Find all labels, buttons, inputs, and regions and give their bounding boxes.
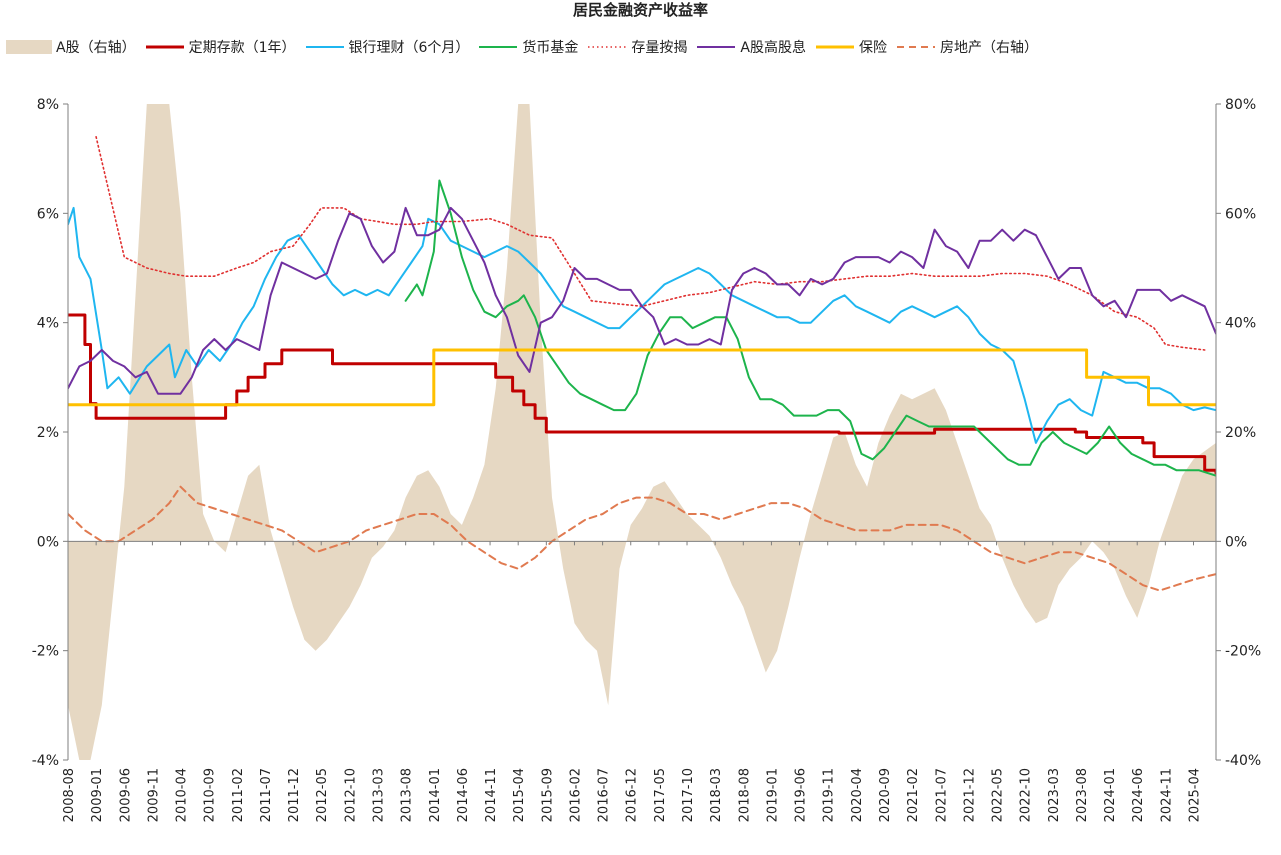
right-axis-tick-label: 0% xyxy=(1225,534,1247,550)
x-axis-tick-label: 2022-05 xyxy=(991,768,1006,822)
legend-label: 银行理财（6个月） xyxy=(348,40,470,56)
left-axis-tick-label: 6% xyxy=(37,206,59,222)
legend-label: 存量按揭 xyxy=(631,40,688,56)
x-axis-tick-label: 2015-04 xyxy=(512,768,527,822)
x-axis-tick-label: 2017-05 xyxy=(653,768,668,822)
legend-item: 定期存款（1年） xyxy=(145,37,296,57)
x-axis-tick-label: 2021-02 xyxy=(906,768,921,822)
x-axis-tick-label: 2018-08 xyxy=(737,768,752,822)
x-axis-tick-label: 2011-02 xyxy=(231,768,246,822)
x-axis-tick-label: 2018-03 xyxy=(709,768,724,822)
legend-swatch xyxy=(588,46,627,48)
right-axis-tick-label: 60% xyxy=(1225,206,1256,222)
chart-title: 居民金融资产收益率 xyxy=(572,1,708,19)
series-line-5 xyxy=(68,206,1216,395)
x-axis-tick-label: 2011-12 xyxy=(287,768,302,822)
legend-label: 定期存款（1年） xyxy=(188,40,296,56)
x-axis-tick-label: 2009-11 xyxy=(146,768,161,822)
legend-label: A股（右轴） xyxy=(56,40,136,56)
legend-swatch xyxy=(479,46,518,48)
legend-item: 银行理财（6个月） xyxy=(305,37,470,57)
x-axis-tick-label: 2021-12 xyxy=(962,768,977,822)
x-axis-tick-label: 2023-03 xyxy=(1047,768,1062,822)
series-area-a-share xyxy=(68,104,1216,760)
x-axis-tick-label: 2020-09 xyxy=(878,768,893,822)
legend-item: 存量按揭 xyxy=(587,37,687,57)
left-axis-tick-label: -2% xyxy=(32,644,59,660)
x-axis-tick-label: 2016-02 xyxy=(568,768,583,822)
x-axis-tick-label: 2014-11 xyxy=(484,768,499,822)
x-axis-tick-label: 2024-01 xyxy=(1103,768,1118,822)
legend-swatch xyxy=(6,40,52,54)
x-axis-tick-label: 2013-08 xyxy=(400,768,415,822)
x-axis-tick-label: 2016-07 xyxy=(597,768,612,822)
legend: A股（右轴） 定期存款（1年） 银行理财（6个月） 货币基金 存量按揭 A股高股息 保险 房地… xyxy=(6,36,1038,58)
legend-item: 房地产（右轴） xyxy=(896,37,1038,57)
x-axis-tick-label: 2017-10 xyxy=(681,768,696,822)
legend-label: 保险 xyxy=(859,40,887,56)
series-line-2 xyxy=(68,206,1216,444)
series-line-6 xyxy=(68,348,1216,407)
x-axis-tick-label: 2010-04 xyxy=(175,768,190,822)
series-line-3 xyxy=(404,179,1216,477)
x-axis-tick-label: 2012-05 xyxy=(315,768,330,822)
x-axis-tick-label: 2021-07 xyxy=(934,768,949,822)
x-axis-tick-label: 2009-06 xyxy=(118,768,133,822)
legend-swatch xyxy=(697,46,736,48)
legend-item: 保险 xyxy=(815,37,887,57)
x-axis-tick-label: 2019-11 xyxy=(822,768,837,822)
x-axis-tick-label: 2015-09 xyxy=(540,768,555,822)
right-axis-tick-label: -40% xyxy=(1225,753,1261,769)
left-axis-tick-label: 2% xyxy=(37,425,59,441)
x-axis-tick-label: 2025-04 xyxy=(1187,768,1202,822)
x-axis-tick-label: 2022-10 xyxy=(1019,768,1034,822)
x-axis-tick-label: 2024-06 xyxy=(1131,768,1146,822)
legend-item: 货币基金 xyxy=(478,37,578,57)
legend-label: A股高股息 xyxy=(740,40,806,56)
legend-swatch xyxy=(145,45,184,49)
left-axis-tick-label: 8% xyxy=(37,97,59,113)
right-axis-tick-label: 80% xyxy=(1225,97,1256,113)
x-axis-tick-label: 2011-07 xyxy=(259,768,274,822)
right-axis-tick-label: 20% xyxy=(1225,425,1256,441)
series-line-1 xyxy=(68,313,1216,475)
plot-area xyxy=(68,104,1216,760)
x-axis-tick-label: 2019-01 xyxy=(765,768,780,822)
series-line-7 xyxy=(68,485,1216,592)
right-axis-tick-label: 40% xyxy=(1225,316,1256,332)
x-axis-tick-label: 2014-01 xyxy=(428,768,443,822)
legend-item: A股（右轴） xyxy=(6,37,136,57)
legend-swatch xyxy=(816,45,854,49)
x-axis-tick-label: 2023-08 xyxy=(1075,768,1090,822)
x-axis-tick-label: 2008-08 xyxy=(62,768,77,822)
x-axis-tick-label: 2014-06 xyxy=(456,768,471,822)
x-axis-tick-label: 2020-04 xyxy=(850,768,865,822)
left-axis-tick-label: 4% xyxy=(37,316,59,332)
legend-item: A股高股息 xyxy=(696,37,806,57)
legend-swatch xyxy=(305,46,344,48)
x-axis-tick-label: 2012-10 xyxy=(343,768,358,822)
legend-label: 货币基金 xyxy=(522,40,579,56)
right-axis-tick-label: -20% xyxy=(1225,644,1261,660)
series-line-4 xyxy=(95,136,1206,351)
legend-label: 房地产（右轴） xyxy=(940,40,1038,56)
x-axis-tick-label: 2013-03 xyxy=(372,768,387,822)
x-axis-tick-label: 2024-11 xyxy=(1159,768,1174,822)
left-axis-tick-label: 0% xyxy=(37,534,59,550)
legend-swatch-area xyxy=(6,40,52,54)
left-axis-tick-label: -4% xyxy=(32,753,59,769)
legend-swatch xyxy=(897,46,935,48)
x-axis-tick-label: 2009-01 xyxy=(90,768,105,822)
x-axis-tick-label: 2010-09 xyxy=(203,768,218,822)
x-axis-tick-label: 2016-12 xyxy=(625,768,640,822)
x-axis-tick-label: 2019-06 xyxy=(794,768,809,822)
